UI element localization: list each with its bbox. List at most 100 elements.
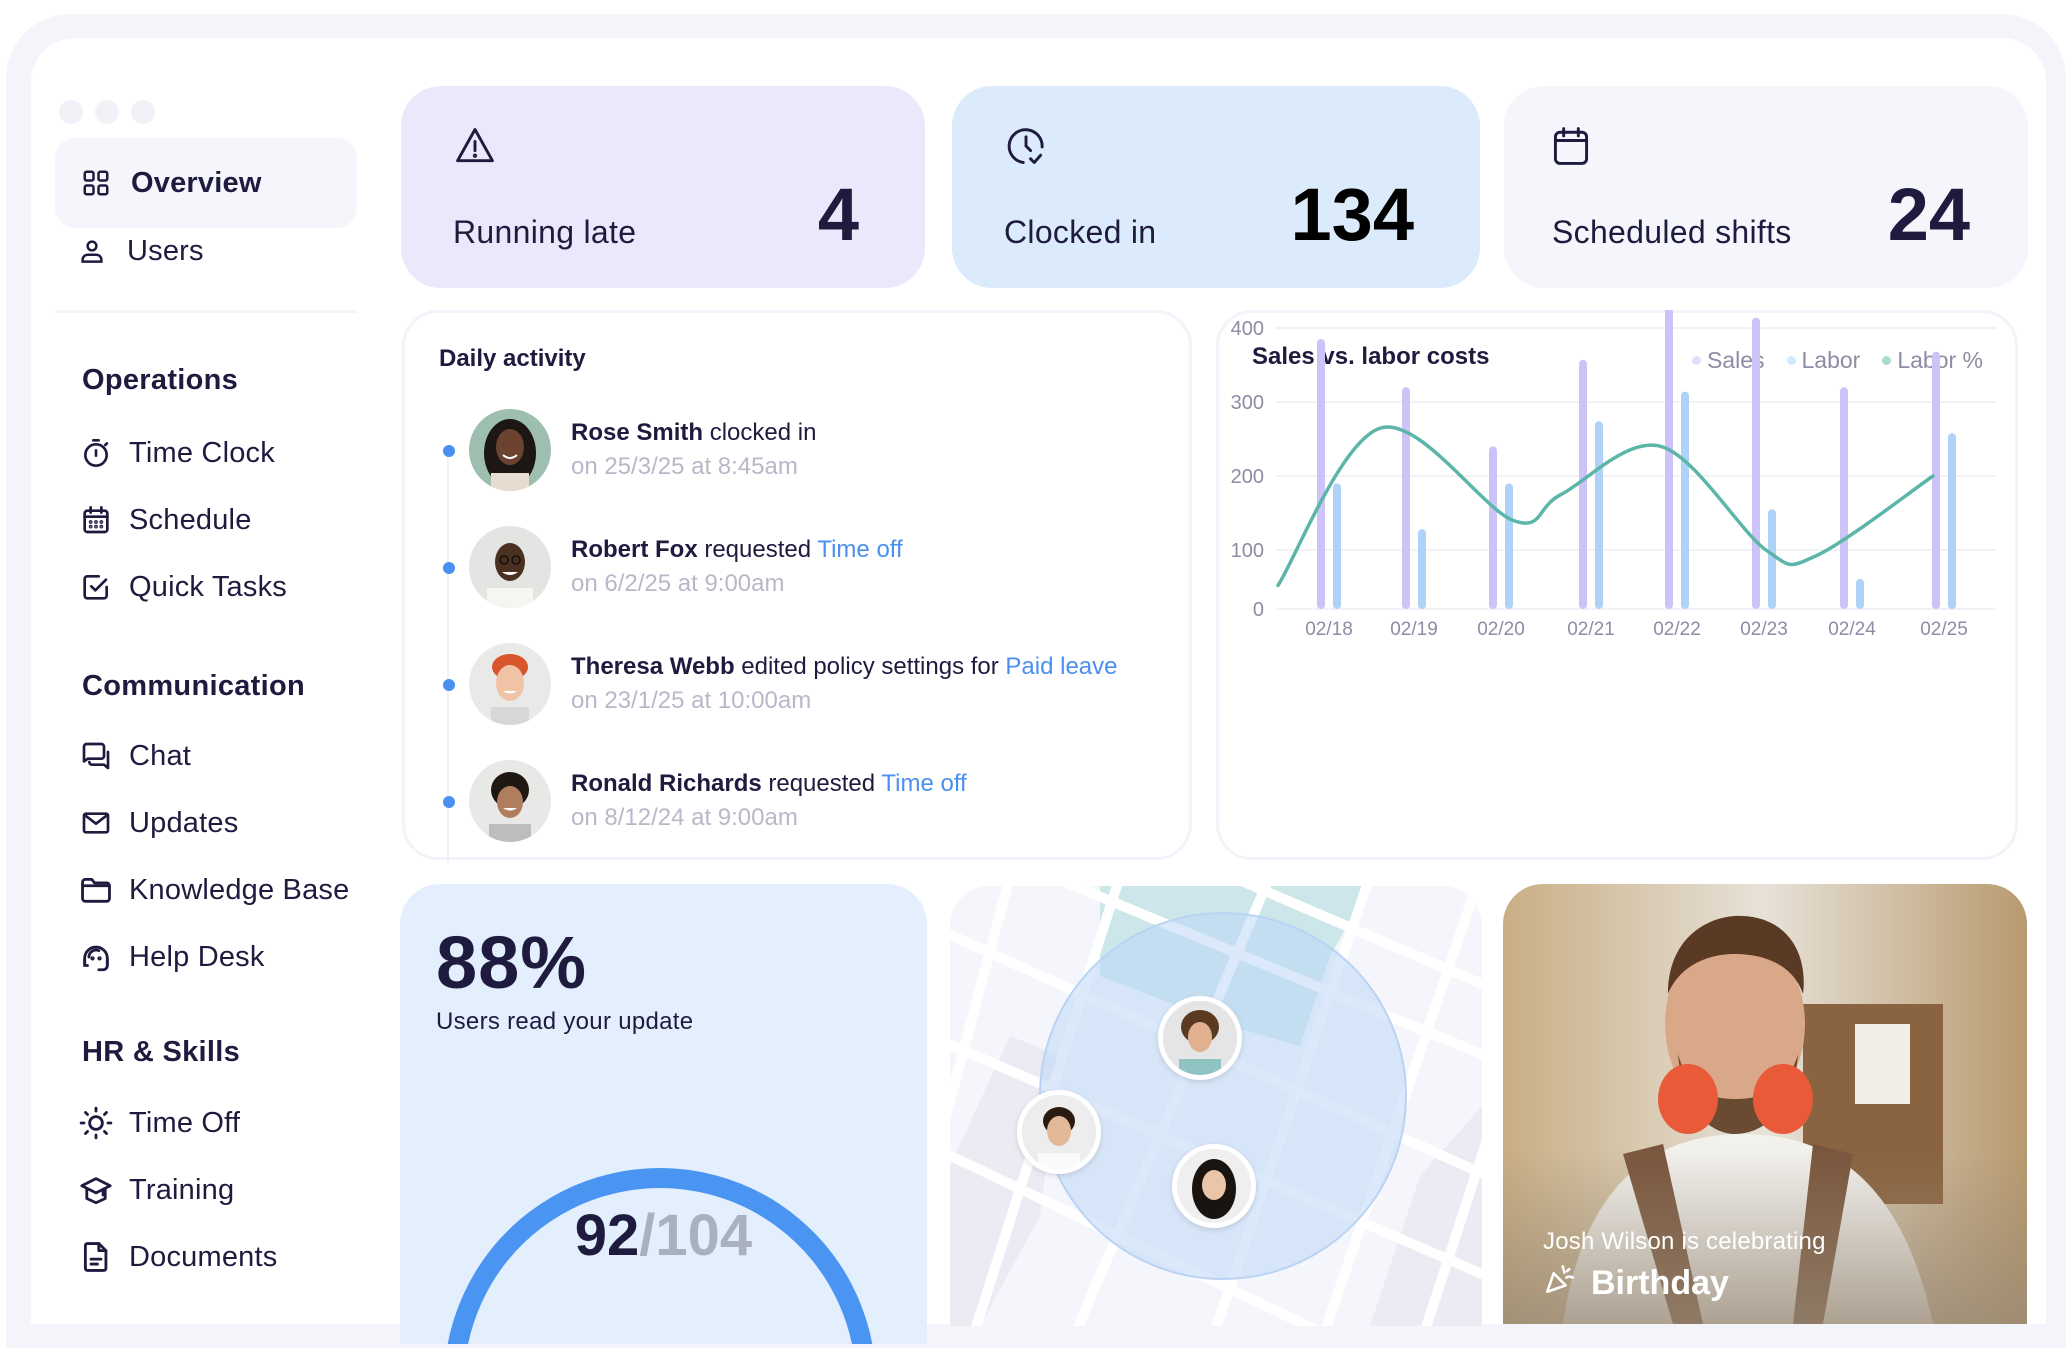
avatar[interactable]: [469, 643, 551, 725]
stat-card-running-late[interactable]: Running late 4: [401, 86, 925, 288]
svg-text:200: 200: [1231, 466, 1264, 488]
party-popper-icon: [1543, 1262, 1577, 1305]
avatar[interactable]: [469, 409, 551, 491]
map-user-avatar[interactable]: [1158, 996, 1242, 1080]
daily-activity-card: Daily activity Rose Smith clocked in on …: [402, 310, 1192, 863]
sidebar-item-updates[interactable]: Updates: [55, 798, 238, 848]
stat-label: Scheduled shifts: [1552, 214, 1792, 250]
chart-title: Sales vs. labor costs: [1252, 343, 1490, 370]
activity-link-paid-leave[interactable]: Paid leave: [1005, 653, 1118, 680]
read-percentage: 88%: [436, 921, 588, 1004]
section-title-hr-skills: HR & Skills: [82, 1036, 241, 1068]
timeline-dot: [443, 679, 455, 691]
map-background: [950, 886, 1482, 1326]
checkbox-icon: [79, 570, 113, 604]
sun-icon: [79, 1106, 113, 1140]
sidebar-item-help-desk[interactable]: Help Desk: [55, 932, 265, 982]
avatar[interactable]: [469, 526, 551, 608]
legend-dot: [1882, 356, 1892, 365]
activity-action: edited policy settings for: [734, 653, 1006, 680]
sidebar-item-label: Documents: [129, 1240, 278, 1273]
activity-timestamp: on 8/12/24 at 9:00am: [571, 804, 798, 831]
timeline-dot: [443, 445, 455, 457]
update-read-card[interactable]: 88% Users read your update 92/104: [400, 884, 927, 1344]
timeline-dot: [443, 562, 455, 574]
read-count-value: 92: [574, 1203, 640, 1268]
activity-link-time-off[interactable]: Time off: [881, 770, 967, 797]
svg-text:100: 100: [1231, 540, 1264, 562]
stopwatch-icon: [79, 436, 113, 470]
team-location-map[interactable]: [950, 886, 1482, 1326]
svg-text:300: 300: [1231, 392, 1264, 414]
activity-action: requested: [697, 536, 818, 563]
sidebar-item-label: Users: [127, 234, 204, 267]
svg-text:02/20: 02/20: [1477, 619, 1525, 640]
svg-text:02/24: 02/24: [1828, 619, 1876, 640]
birthday-card[interactable]: Josh Wilson is celebrating Birthday: [1503, 884, 2027, 1324]
activity-text: Rose Smith clocked in: [571, 419, 816, 447]
envelope-icon: [79, 806, 113, 840]
stat-value: 134: [1290, 173, 1414, 256]
sidebar-item-schedule[interactable]: Schedule: [55, 495, 252, 545]
timeline-dot: [443, 796, 455, 808]
stat-card-scheduled-shifts[interactable]: Scheduled shifts 24: [1504, 86, 2028, 288]
activity-text: Theresa Webb edited policy settings for …: [571, 653, 1118, 681]
warning-triangle-icon: [453, 124, 497, 168]
read-count: 92/104: [400, 1202, 927, 1269]
sidebar-item-documents[interactable]: Documents: [55, 1232, 277, 1282]
activity-action: requested: [761, 770, 882, 797]
timeline-line: [447, 453, 449, 863]
sidebar-item-quick-tasks[interactable]: Quick Tasks: [55, 562, 287, 612]
sidebar-item-time-off[interactable]: Time Off: [55, 1098, 240, 1148]
chat-bubbles-icon: [79, 739, 113, 773]
activity-timestamp: on 23/1/25 at 10:00am: [571, 687, 812, 714]
stat-label: Running late: [453, 214, 637, 250]
read-count-separator: /: [639, 1203, 656, 1268]
activity-user-name[interactable]: Robert Fox: [571, 536, 698, 563]
sales-labor-chart[interactable]: 010020030040050002/1802/1902/2002/2102/2…: [1216, 310, 2018, 860]
legend-item-labor[interactable]: Labor: [1786, 347, 1860, 374]
activity-item[interactable]: Rose Smith clocked in on 25/3/25 at 8:45…: [443, 409, 1183, 491]
window-control-dot[interactable]: [131, 100, 155, 124]
svg-text:02/25: 02/25: [1920, 619, 1968, 640]
window-control-dot[interactable]: [95, 100, 119, 124]
svg-text:400: 400: [1231, 318, 1264, 340]
section-title-operations: Operations: [82, 364, 239, 396]
stat-card-clocked-in[interactable]: Clocked in 134: [952, 86, 1480, 288]
stat-value: 24: [1887, 173, 1970, 256]
grid-icon: [79, 166, 113, 200]
legend-item-labor-percent[interactable]: Labor %: [1882, 347, 1983, 374]
avatar[interactable]: [469, 760, 551, 842]
folder-icon: [79, 873, 113, 907]
sidebar-item-overview[interactable]: Overview: [55, 138, 357, 228]
sidebar-item-time-clock[interactable]: Time Clock: [55, 428, 275, 478]
clock-check-icon: [1004, 124, 1048, 168]
activity-user-name[interactable]: Theresa Webb: [571, 653, 735, 680]
activity-user-name[interactable]: Rose Smith: [571, 419, 704, 446]
sales-labor-chart-card: Sales vs. labor costs Sales Labor Labor …: [1216, 310, 2018, 860]
activity-user-name[interactable]: Ronald Richards: [571, 770, 762, 797]
sidebar-item-users[interactable]: Users: [55, 226, 357, 276]
activity-item[interactable]: Robert Fox requested Time off on 6/2/25 …: [443, 526, 1183, 608]
sidebar-item-label: Time Clock: [129, 436, 275, 469]
map-user-avatar[interactable]: [1017, 1090, 1101, 1174]
sidebar-item-chat[interactable]: Chat: [55, 731, 191, 781]
svg-text:0: 0: [1253, 599, 1264, 621]
sidebar-item-label: Chat: [129, 739, 192, 772]
read-subtitle: Users read your update: [436, 1008, 694, 1035]
legend-dot: [1691, 356, 1701, 365]
sidebar-item-label: Training: [129, 1173, 235, 1206]
svg-text:02/21: 02/21: [1567, 619, 1615, 640]
sidebar-item-training[interactable]: Training: [55, 1165, 234, 1215]
birthday-subtitle: Josh Wilson is celebrating: [1543, 1228, 1826, 1255]
activity-item[interactable]: Ronald Richards requested Time off on 8/…: [443, 760, 1183, 842]
calendar-icon: [79, 503, 113, 537]
svg-text:02/18: 02/18: [1305, 619, 1353, 640]
activity-item[interactable]: Theresa Webb edited policy settings for …: [443, 643, 1183, 725]
birthday-photo: [1503, 884, 2027, 1324]
stat-label: Clocked in: [1004, 214, 1157, 250]
sidebar-item-knowledge-base[interactable]: Knowledge Base: [55, 865, 349, 915]
map-user-avatar[interactable]: [1172, 1144, 1256, 1228]
activity-link-time-off[interactable]: Time off: [817, 536, 903, 563]
window-control-dot[interactable]: [59, 100, 83, 124]
